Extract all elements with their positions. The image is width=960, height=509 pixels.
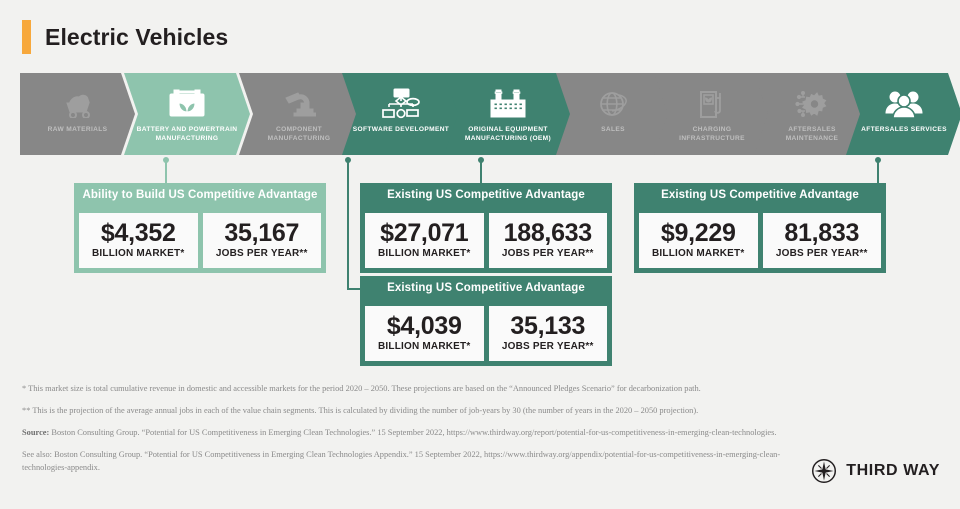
connector-stem bbox=[165, 160, 167, 186]
connector-stem bbox=[877, 160, 879, 186]
stat-label: JOBS PER YEAR** bbox=[215, 248, 308, 260]
connector-stem bbox=[480, 160, 482, 186]
flow-step-label: ORIGINAL EQUIPMENT MANUFACTURING (OEM) bbox=[464, 126, 552, 142]
source-text: Boston Consulting Group. “Potential for … bbox=[49, 428, 777, 438]
stat-cell-market: $4,352 BILLION MARKET* bbox=[79, 213, 198, 269]
stat-label: BILLION MARKET* bbox=[92, 248, 185, 260]
stat-value: $4,352 bbox=[100, 219, 176, 247]
flow-step-raw-materials[interactable]: RAW MATERIALS bbox=[20, 73, 135, 155]
footnote-market-size: * This market size is total cumulative r… bbox=[22, 384, 701, 393]
third-way-logo: THIRD WAY bbox=[811, 458, 940, 484]
globe-icon bbox=[597, 86, 629, 122]
stat-value: 35,133 bbox=[510, 312, 586, 340]
stat-cell-jobs: 35,167 JOBS PER YEAR** bbox=[202, 213, 321, 269]
flow-step-label: COMPONENT MANUFACTURING bbox=[267, 126, 331, 142]
battery-leaf-icon bbox=[166, 86, 208, 122]
gear-circuit-icon bbox=[795, 86, 829, 122]
stat-value: $9,229 bbox=[660, 219, 736, 247]
compass-star-icon bbox=[812, 458, 837, 484]
stat-box-oem: Existing US Competitive Advantage $27,07… bbox=[360, 183, 612, 274]
flow-step-label: BATTERY AND POWERTRAIN MANUFACTURING bbox=[136, 126, 238, 142]
footnotes: * This market size is total cumulative r… bbox=[22, 382, 782, 483]
flow-step-aftersales-services[interactable]: AFTERSALES SERVICES bbox=[846, 73, 960, 155]
stat-box-software: Existing US Competitive Advantage $4,039… bbox=[360, 276, 612, 367]
stat-box-header: Existing US Competitive Advantage bbox=[360, 276, 612, 301]
stat-cells: $9,229 BILLION MARKET* 81,833 JOBS PER Y… bbox=[634, 208, 886, 274]
flow-step-label: CHARGING INFRASTRUCTURE bbox=[679, 126, 745, 142]
stat-label: JOBS PER YEAR** bbox=[501, 248, 594, 260]
mining-cart-icon bbox=[61, 86, 95, 122]
stat-cells: $4,039 BILLION MARKET* 35,133 JOBS PER Y… bbox=[360, 301, 612, 367]
stat-value: 188,633 bbox=[503, 219, 593, 247]
footnote-see-also: See also: Boston Consulting Group. “Pote… bbox=[22, 450, 781, 473]
stat-label: BILLION MARKET* bbox=[652, 248, 745, 260]
flow-step-label: SOFTWARE DEVELOPMENT bbox=[352, 126, 450, 133]
title-accent-bar bbox=[22, 20, 31, 54]
flow-step-sales[interactable]: SALES bbox=[556, 73, 670, 155]
svg-text:</>: </> bbox=[396, 91, 407, 98]
stat-box-aftersales: Existing US Competitive Advantage $9,229… bbox=[634, 183, 886, 274]
flow-step-charging-infrastructure[interactable]: CHARGING INFRASTRUCTURE bbox=[654, 73, 770, 155]
stat-cells: $27,071 BILLION MARKET* 188,633 JOBS PER… bbox=[360, 208, 612, 274]
stat-value: 35,167 bbox=[224, 219, 300, 247]
stat-box-header: Existing US Competitive Advantage bbox=[634, 183, 886, 208]
stat-box-header: Ability to Build US Competitive Advantag… bbox=[74, 183, 326, 208]
footnote-jobs: ** This is the projection of the average… bbox=[22, 406, 699, 416]
value-chain-flow: RAW MATERIALS BATTERY AND POWERTRAIN MAN… bbox=[20, 73, 942, 155]
stat-cell-jobs: 35,133 JOBS PER YEAR** bbox=[488, 306, 607, 362]
flow-step-oem[interactable]: ORIGINAL EQUIPMENT MANUFACTURING (OEM) bbox=[444, 73, 572, 155]
stat-cells: $4,352 BILLION MARKET* 35,167 JOBS PER Y… bbox=[74, 208, 326, 274]
stat-value: $27,071 bbox=[380, 219, 469, 247]
stat-cell-market: $9,229 BILLION MARKET* bbox=[639, 213, 758, 269]
robot-arm-icon bbox=[282, 86, 316, 122]
stat-label: BILLION MARKET* bbox=[378, 248, 471, 260]
flow-step-software-development[interactable]: </> SOFTWARE DEVELOPMENT bbox=[342, 73, 460, 155]
stat-label: JOBS PER YEAR** bbox=[775, 248, 868, 260]
stat-cell-jobs: 81,833 JOBS PER YEAR** bbox=[762, 213, 881, 269]
flow-step-label: RAW MATERIALS bbox=[47, 126, 108, 133]
connector-stem bbox=[347, 160, 349, 290]
source-label: Source: bbox=[22, 428, 50, 438]
page-title: Electric Vehicles bbox=[22, 20, 228, 54]
stat-label: JOBS PER YEAR** bbox=[501, 341, 594, 353]
stat-cell-market: $4,039 BILLION MARKET* bbox=[365, 306, 484, 362]
stat-label: BILLION MARKET* bbox=[378, 341, 471, 353]
stat-cell-jobs: 188,633 JOBS PER YEAR** bbox=[488, 213, 607, 269]
title-text: Electric Vehicles bbox=[45, 23, 229, 50]
ev-charger-icon bbox=[696, 86, 728, 122]
factory-icon bbox=[487, 86, 529, 122]
flow-step-component-manufacturing[interactable]: COMPONENT MANUFACTURING bbox=[239, 73, 359, 155]
people-group-icon bbox=[883, 86, 925, 122]
flow-step-battery-powertrain[interactable]: BATTERY AND POWERTRAIN MANUFACTURING bbox=[124, 73, 250, 155]
stat-box-header: Existing US Competitive Advantage bbox=[360, 183, 612, 208]
logo-text: THIRD WAY bbox=[846, 462, 940, 479]
flow-step-label: AFTERSALES MAINTENANCE bbox=[785, 126, 839, 142]
code-flowchart-icon: </> bbox=[381, 86, 421, 122]
flow-step-label: AFTERSALES SERVICES bbox=[861, 126, 947, 133]
stat-value: $4,039 bbox=[386, 312, 462, 340]
stat-box-battery: Ability to Build US Competitive Advantag… bbox=[74, 183, 326, 274]
stat-cell-market: $27,071 BILLION MARKET* bbox=[365, 213, 484, 269]
flow-step-label: SALES bbox=[601, 126, 625, 133]
stat-value: 81,833 bbox=[784, 219, 860, 247]
footnote-source: Source: Boston Consulting Group. “Potent… bbox=[22, 426, 782, 439]
